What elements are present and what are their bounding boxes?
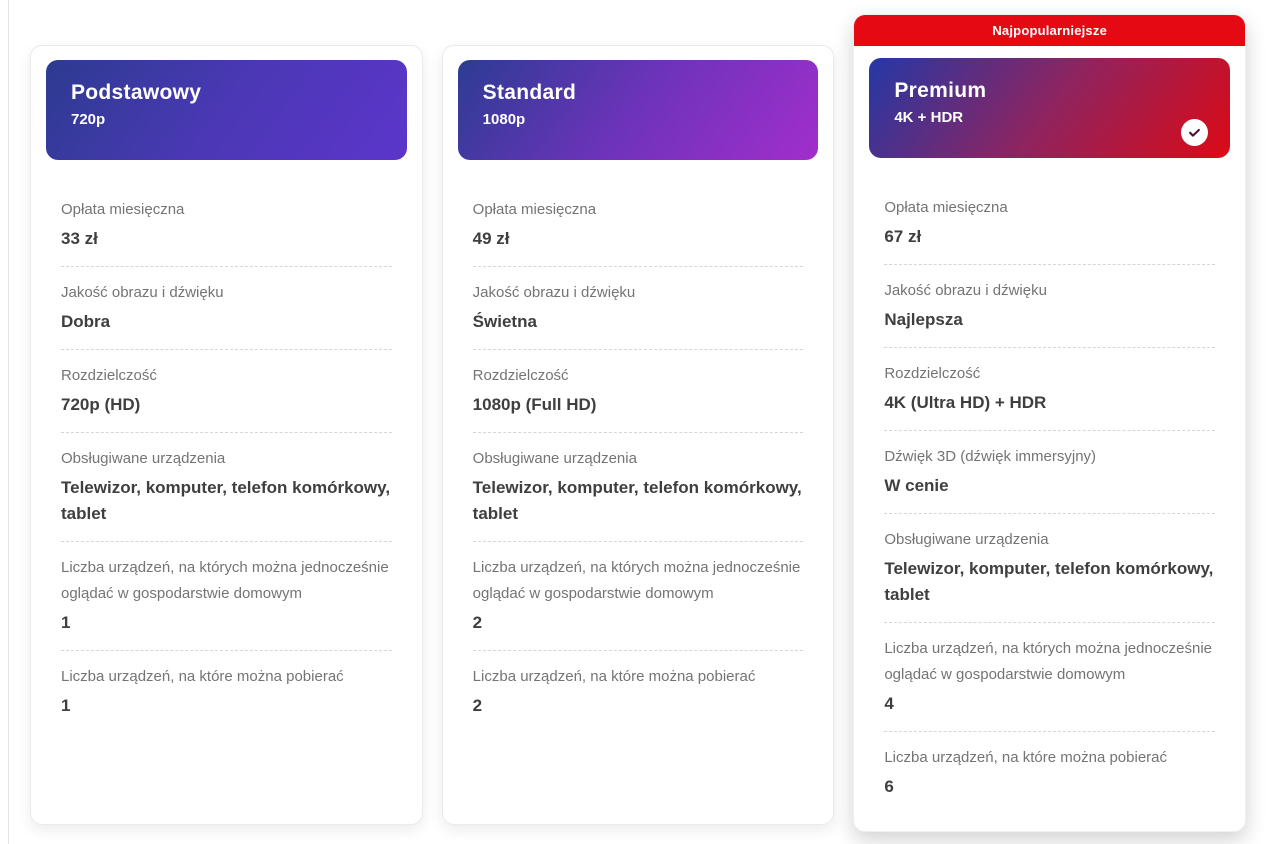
- plan-feature-row: Liczba urządzeń, na które można pobierać…: [473, 651, 804, 733]
- plan-feature-row: Jakość obrazu i dźwięku Dobra: [61, 267, 392, 350]
- plan-card[interactable]: Podstawowy 720p Opłata miesięczna 33 zł …: [30, 45, 423, 825]
- feature-value: Telewizor, komputer, telefon komórkowy, …: [472, 478, 802, 523]
- plan-feature-row: Obsługiwane urządzenia Telewizor, komput…: [884, 514, 1216, 623]
- feature-value: Telewizor, komputer, telefon komórkowy, …: [61, 478, 391, 523]
- plan-title: Premium: [894, 79, 987, 102]
- feature-label: Opłata miesięczna: [884, 199, 1008, 216]
- feature-label: Liczba urządzeń, na które można pobierać: [472, 668, 756, 685]
- plan-header[interactable]: Podstawowy 720p: [46, 60, 407, 160]
- plan-subtitle: 1080p: [482, 111, 526, 128]
- check-icon: [1181, 119, 1209, 146]
- plan-feature-row: Opłata miesięczna 49 zł: [472, 184, 804, 267]
- plan-subtitle: 4K + HDR: [894, 109, 964, 126]
- plan-feature-row: Obsługiwane urządzenia Telewizor, komput…: [61, 433, 392, 542]
- feature-value: 720p (HD): [61, 395, 141, 414]
- feature-label: Obsługiwane urządzenia: [472, 450, 637, 467]
- feature-label: Liczba urządzeń, na których można jednoc…: [472, 559, 801, 602]
- feature-label: Obsługiwane urządzenia: [61, 450, 226, 467]
- feature-value: 67 zł: [884, 227, 922, 246]
- page-edge-line: [8, 0, 9, 844]
- feature-label: Rozdzielczość: [61, 367, 157, 384]
- feature-value: Dobra: [61, 312, 111, 331]
- feature-value: 1: [61, 613, 71, 632]
- feature-value: 2: [472, 613, 483, 632]
- plan-feature-list: Opłata miesięczna 67 zł Jakość obrazu i …: [884, 182, 1216, 814]
- feature-label: Dźwięk 3D (dźwięk immersyjny): [884, 448, 1097, 465]
- plan-feature-row: Opłata miesięczna 67 zł: [884, 182, 1216, 265]
- plan-title: Podstawowy: [71, 81, 202, 104]
- feature-label: Liczba urządzeń, na których można jednoc…: [61, 559, 389, 602]
- feature-value: 4: [884, 694, 894, 713]
- feature-label: Jakość obrazu i dźwięku: [884, 282, 1047, 299]
- feature-value: 1: [61, 696, 71, 715]
- feature-label: Rozdzielczość: [884, 365, 981, 382]
- plan-card[interactable]: Standard 1080p Opłata miesięczna 49 zł J…: [441, 45, 835, 825]
- plan-feature-row: Liczba urządzeń, na których można jednoc…: [61, 542, 392, 651]
- feature-value: 2: [472, 696, 483, 715]
- plan-header[interactable]: Premium 4K + HDR: [869, 58, 1231, 158]
- plan-feature-row: Rozdzielczość 4K (Ultra HD) + HDR: [884, 348, 1216, 431]
- feature-label: Jakość obrazu i dźwięku: [472, 284, 636, 301]
- plan-feature-row: Dźwięk 3D (dźwięk immersyjny) W cenie: [884, 431, 1216, 514]
- feature-label: Obsługiwane urządzenia: [884, 531, 1049, 548]
- feature-label: Rozdzielczość: [472, 367, 569, 384]
- plan-header[interactable]: Standard 1080p: [457, 60, 819, 160]
- plan-feature-row: Rozdzielczość 720p (HD): [61, 350, 392, 433]
- feature-label: Liczba urządzeń, na które można pobierać: [61, 668, 344, 685]
- plan-card[interactable]: Najpopularniejsze Premium 4K + HDR Opłat…: [853, 14, 1247, 832]
- plan-feature-row: Jakość obrazu i dźwięku Najlepsza: [884, 265, 1216, 348]
- plan-feature-list: Opłata miesięczna 49 zł Jakość obrazu i …: [472, 184, 804, 733]
- feature-value: Najlepsza: [884, 310, 963, 329]
- feature-label: Jakość obrazu i dźwięku: [61, 284, 224, 301]
- feature-value: Świetna: [472, 312, 537, 331]
- feature-value: 4K (Ultra HD) + HDR: [884, 393, 1047, 412]
- plan-feature-list: Opłata miesięczna 33 zł Jakość obrazu i …: [61, 184, 392, 733]
- plan-feature-row: Opłata miesięczna 33 zł: [61, 184, 392, 267]
- feature-label: Liczba urządzeń, na których można jednoc…: [884, 640, 1213, 683]
- most-popular-badge: Najpopularniejsze: [854, 15, 1246, 46]
- feature-label: Opłata miesięczna: [472, 201, 597, 218]
- feature-value: Telewizor, komputer, telefon komórkowy, …: [884, 559, 1214, 604]
- plan-feature-row: Liczba urządzeń, na których można jednoc…: [472, 542, 804, 651]
- feature-value: 33 zł: [61, 229, 98, 248]
- plan-feature-row: Liczba urządzeń, na których można jednoc…: [884, 623, 1216, 732]
- feature-value: 6: [884, 777, 894, 796]
- plan-feature-row: Obsługiwane urządzenia Telewizor, komput…: [472, 433, 804, 542]
- feature-label: Opłata miesięczna: [61, 201, 185, 218]
- feature-value: 1080p (Full HD): [472, 395, 597, 414]
- plan-feature-row: Rozdzielczość 1080p (Full HD): [472, 350, 804, 433]
- feature-value: W cenie: [884, 476, 949, 495]
- plan-feature-row: Liczba urządzeń, na które można pobierać…: [884, 732, 1215, 814]
- plan-title: Standard: [482, 81, 577, 104]
- plan-subtitle: 720p: [71, 111, 106, 128]
- plan-feature-row: Jakość obrazu i dźwięku Świetna: [472, 267, 804, 350]
- feature-value: 49 zł: [472, 229, 510, 248]
- feature-label: Liczba urządzeń, na które można pobierać: [884, 749, 1168, 766]
- plan-feature-row: Liczba urządzeń, na które można pobierać…: [61, 651, 392, 733]
